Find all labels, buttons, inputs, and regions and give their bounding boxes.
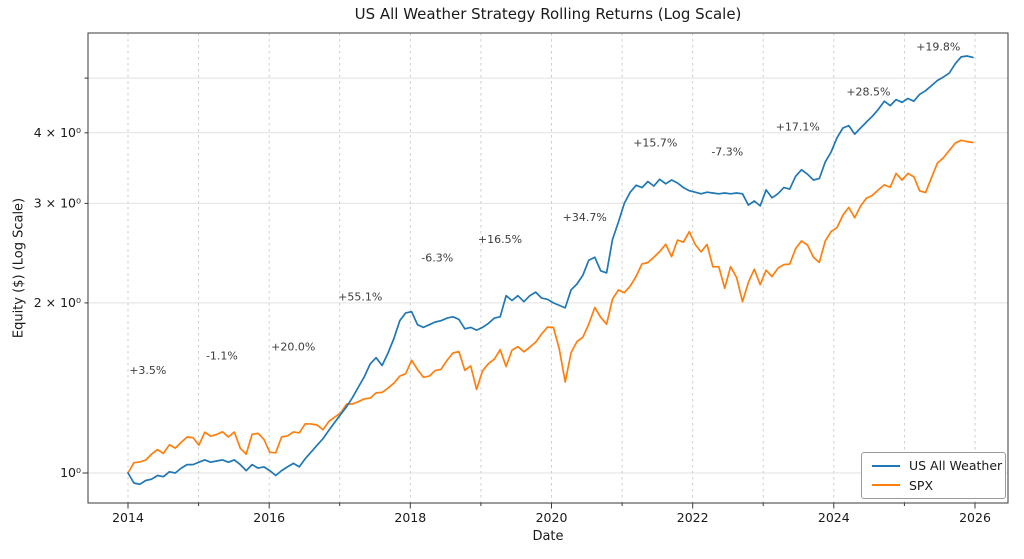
y-tick-label: 4 × 10⁰ [34, 125, 81, 140]
y-tick-label: 2 × 10⁰ [34, 295, 81, 310]
annotation-label: +15.7% [633, 136, 677, 149]
x-tick-label: 2024 [818, 510, 850, 525]
legend-label-us-all-weather: US All Weather [909, 458, 1003, 474]
plot-border [87, 32, 1009, 504]
legend-item-spx: SPX [870, 478, 997, 493]
annotation-label: -1.1% [206, 350, 238, 363]
legend-label-spx: SPX [909, 477, 934, 493]
annotation-label: +3.5% [129, 364, 166, 377]
chart-title: US All Weather Strategy Rolling Returns … [354, 5, 742, 23]
annotation-label: +34.7% [563, 211, 607, 224]
y-tick-label: 3 × 10⁰ [34, 196, 81, 211]
annotation-label: +16.5% [478, 233, 522, 246]
x-tick-label: 2022 [677, 510, 709, 525]
series-line-us-all-weather [127, 55, 974, 486]
annotation-label: -6.3% [421, 252, 453, 265]
x-tick-label: 2020 [536, 510, 568, 525]
legend-item-us-all-weather: US All Weather [870, 458, 1002, 473]
x-tick-label: 2016 [253, 510, 285, 525]
legend: US All Weather SPX [861, 452, 1006, 499]
annotation-label: +20.0% [271, 341, 315, 354]
y-tick-label: 10⁰ [60, 465, 81, 480]
annotation-label: +55.1% [338, 290, 382, 303]
annotation-label: -7.3% [711, 146, 743, 159]
annotation-label: +17.1% [776, 120, 820, 133]
annotation-label: +28.5% [846, 86, 890, 99]
x-tick-label: 2026 [959, 510, 991, 525]
x-tick-label: 2014 [112, 510, 144, 525]
annotation-label: +19.8% [916, 41, 960, 54]
x-tick-label: 2018 [394, 510, 426, 525]
x-axis-label: Date [532, 529, 564, 544]
series-line-spx [127, 139, 974, 474]
legend-line-swatch-orange [872, 484, 900, 487]
legend-line-swatch-blue [872, 464, 900, 467]
